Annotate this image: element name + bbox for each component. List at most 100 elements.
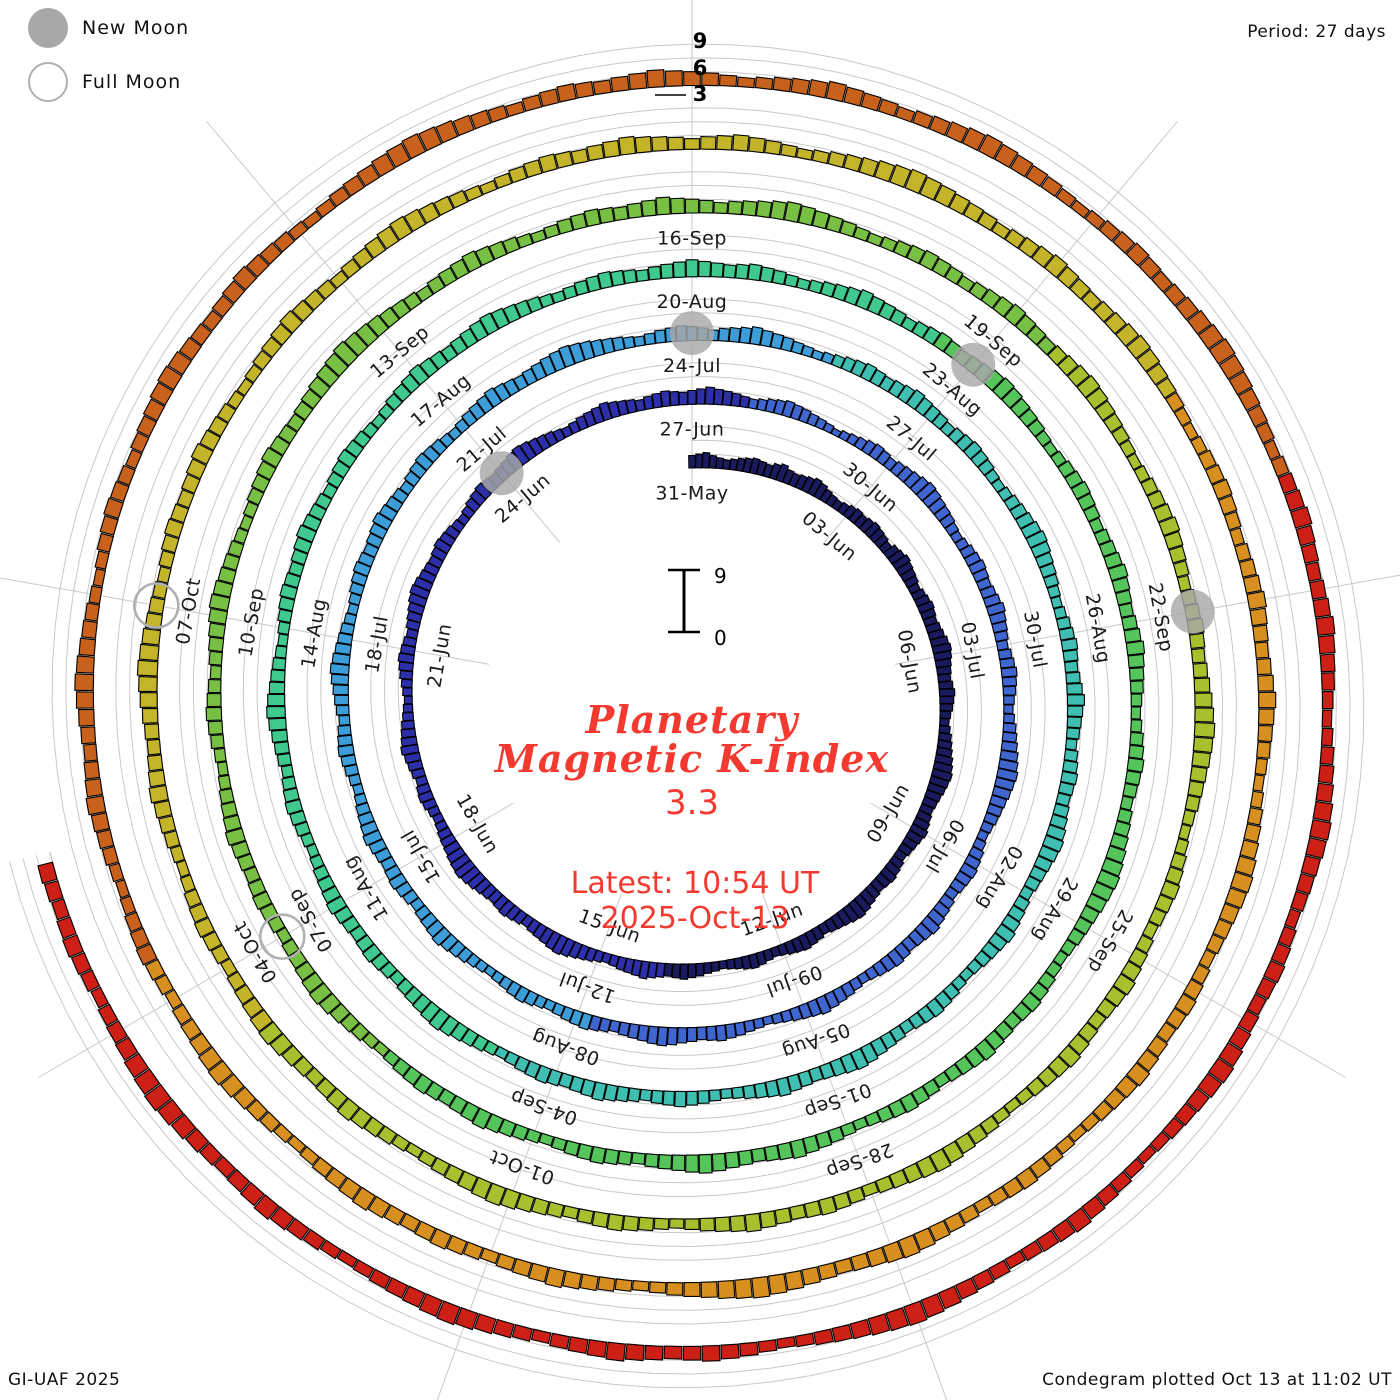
kp-bar <box>450 1021 470 1042</box>
kp-bar <box>208 593 231 612</box>
kp-bar <box>274 645 288 659</box>
kp-bar <box>755 950 767 966</box>
kp-bar <box>350 571 369 587</box>
kp-bar <box>115 879 131 899</box>
kp-bar <box>271 729 289 744</box>
kp-bar <box>287 220 309 241</box>
kp-bar <box>290 548 309 566</box>
kp-bar <box>839 220 858 238</box>
kp-bar <box>243 865 261 884</box>
kp-bar <box>959 544 976 559</box>
kp-bar <box>958 1203 980 1224</box>
kp-bar <box>958 966 975 983</box>
kp-bar <box>861 1181 880 1198</box>
kp-bar <box>409 896 426 913</box>
kp-bar <box>236 853 256 872</box>
kp-bar <box>849 1318 872 1340</box>
kp-bar <box>372 1040 390 1058</box>
kp-bar <box>448 189 469 209</box>
kp-bar <box>294 821 311 838</box>
axis-tick-3: 3 <box>693 82 708 106</box>
kp-bar <box>359 820 379 837</box>
kp-bar <box>1064 738 1078 751</box>
kp-bar <box>407 759 424 772</box>
kp-bar <box>370 413 387 430</box>
kp-bar <box>954 537 970 552</box>
kp-bar <box>415 284 434 303</box>
kp-bar <box>97 1003 119 1027</box>
kp-bar <box>1252 774 1266 792</box>
kp-bar <box>213 1155 237 1179</box>
kp-bar <box>914 396 934 417</box>
kp-bar <box>939 421 956 438</box>
kp-bar <box>920 1293 945 1319</box>
kp-bar <box>956 274 976 293</box>
kp-bar <box>939 717 950 727</box>
kp-bar <box>498 1118 517 1138</box>
kp-bar <box>460 409 478 428</box>
kp-bar <box>1300 855 1322 877</box>
kp-bar <box>764 398 778 414</box>
kp-bar <box>1018 885 1035 901</box>
kp-bar <box>1185 1087 1210 1113</box>
kp-bar <box>748 952 760 970</box>
kp-bar <box>938 688 956 697</box>
kp-bar <box>428 1008 450 1031</box>
kp-bar <box>939 703 954 712</box>
kp-bar <box>1002 713 1016 724</box>
kp-bar <box>893 848 908 862</box>
kp-bar <box>413 576 434 592</box>
kp-bar <box>1224 887 1248 909</box>
kp-bar <box>51 898 70 921</box>
kp-bar <box>701 72 720 87</box>
new-moon-icon <box>28 8 68 48</box>
kp-bar <box>842 903 860 924</box>
kp-bar <box>567 1336 589 1355</box>
kp-bar <box>508 165 528 184</box>
kp-bar <box>363 1116 385 1138</box>
kp-bar <box>721 390 733 407</box>
kp-bar <box>747 263 763 282</box>
kp-bar <box>1308 579 1327 600</box>
kp-bar <box>755 460 768 477</box>
kp-bar <box>992 295 1014 318</box>
kp-bar <box>933 650 953 662</box>
kp-bar <box>825 493 839 508</box>
kp-bar <box>840 1121 857 1138</box>
kp-bar <box>775 1076 792 1097</box>
kp-bar <box>1034 429 1052 448</box>
kp-bar <box>913 1227 936 1251</box>
kp-bar <box>405 619 421 632</box>
kp-bar <box>347 592 363 606</box>
kp-bar <box>211 294 235 318</box>
kp-bar <box>1059 938 1077 957</box>
kp-bar <box>207 1060 234 1086</box>
kp-bar <box>650 1089 664 1105</box>
kp-bar <box>339 1012 360 1033</box>
date-label: 28-Sep <box>823 1138 896 1183</box>
period-label: Period: 27 days <box>1247 22 1386 42</box>
kp-bar <box>456 512 471 527</box>
kp-bar <box>651 392 663 409</box>
kp-bar <box>747 397 759 410</box>
kp-bar <box>1000 913 1021 933</box>
kp-bar <box>807 477 823 497</box>
kp-bar <box>1066 716 1082 729</box>
date-label: 21-Jun <box>423 622 456 690</box>
kp-bar <box>103 497 124 520</box>
kp-bar <box>843 153 863 173</box>
kp-bar <box>1037 971 1057 990</box>
scale-key-min: 0 <box>714 626 727 650</box>
kp-bar <box>1205 933 1225 955</box>
kp-bar <box>380 855 397 872</box>
kp-bar <box>247 878 267 898</box>
kp-bar <box>717 1280 736 1300</box>
kp-bar <box>1257 708 1275 726</box>
kp-bar <box>439 1015 460 1037</box>
kp-bar <box>888 854 905 870</box>
kp-bar <box>457 1170 478 1192</box>
kp-bar <box>1085 893 1108 914</box>
kp-bar <box>403 695 413 705</box>
kp-bar <box>789 1204 807 1221</box>
kp-bar <box>974 1038 997 1061</box>
